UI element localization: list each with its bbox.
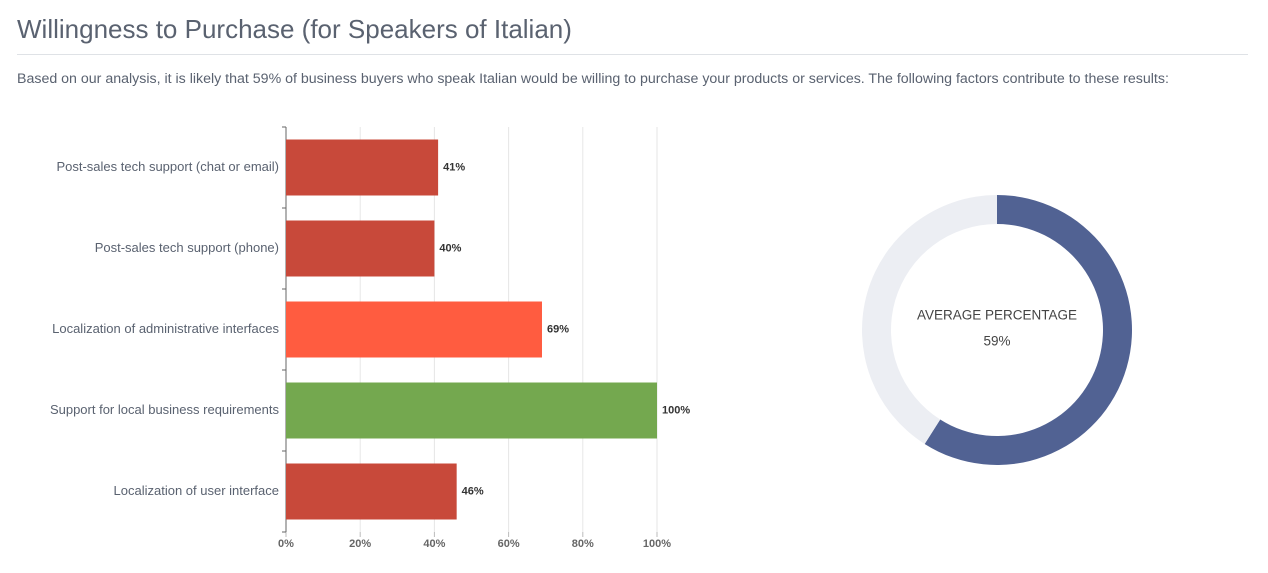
x-tick-label: 80% (572, 538, 594, 550)
value-label: 69% (547, 323, 569, 335)
y-tick-label: Post-sales tech support (phone) (95, 240, 279, 255)
bar (286, 139, 439, 196)
value-label: 40% (439, 242, 461, 254)
center-label: AVERAGE PERCENTAGE (917, 308, 1077, 323)
donut-segment (862, 195, 997, 444)
x-tick-label: 40% (423, 538, 445, 550)
bar (286, 220, 435, 277)
value-label: 41% (443, 161, 465, 173)
value-label: 100% (662, 404, 690, 416)
value-label: 46% (462, 485, 484, 497)
bar (286, 463, 457, 520)
donut-segment (924, 195, 1132, 465)
y-tick-label: Support for local business requirements (50, 402, 280, 417)
y-tick-label: Localization of administrative interface… (52, 321, 279, 336)
x-tick-label: 60% (498, 538, 520, 550)
y-tick-label: Localization of user interface (114, 483, 279, 498)
center-value: 59% (983, 334, 1010, 349)
y-tick-label: Post-sales tech support (chat or email) (56, 159, 279, 174)
page-title: Willingness to Purchase (for Speakers of… (17, 14, 572, 44)
x-tick-label: 0% (278, 538, 294, 550)
description: Based on our analysis, it is likely that… (17, 71, 1169, 87)
x-tick-label: 20% (349, 538, 371, 550)
divider (17, 54, 1248, 55)
bar (286, 301, 542, 358)
bar (286, 382, 657, 439)
x-tick-label: 100% (643, 538, 671, 550)
